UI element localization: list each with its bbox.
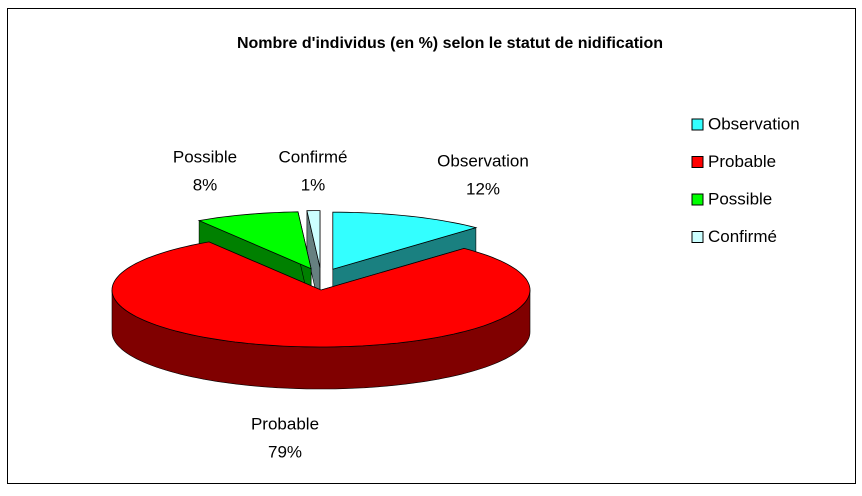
- legend-label: Confirmé: [708, 227, 777, 246]
- data-label-value: 79%: [268, 442, 302, 461]
- legend-swatch: [691, 231, 704, 243]
- slice-top: [197, 211, 312, 270]
- legend-label: Observation: [708, 114, 800, 133]
- data-label-value: 12%: [466, 179, 500, 198]
- data-label-name: Confirmé: [279, 147, 348, 166]
- legend-swatch: [691, 156, 704, 168]
- data-label-value: 1%: [301, 175, 326, 194]
- data-label-name: Possible: [173, 147, 237, 166]
- data-label-name: Probable: [251, 414, 319, 433]
- chart-title: Nombre d'individus (en %) selon le statu…: [237, 35, 663, 52]
- legend-swatch: [691, 193, 704, 206]
- legend-swatch: [691, 118, 704, 131]
- slice-top: [111, 241, 531, 348]
- data-label-value: 8%: [193, 175, 218, 194]
- legend-label: Possible: [708, 189, 772, 208]
- data-label-name: Observation: [437, 151, 529, 170]
- slice-top: [306, 210, 321, 268]
- slice-top: [332, 211, 478, 270]
- legend-label: Probable: [708, 152, 776, 171]
